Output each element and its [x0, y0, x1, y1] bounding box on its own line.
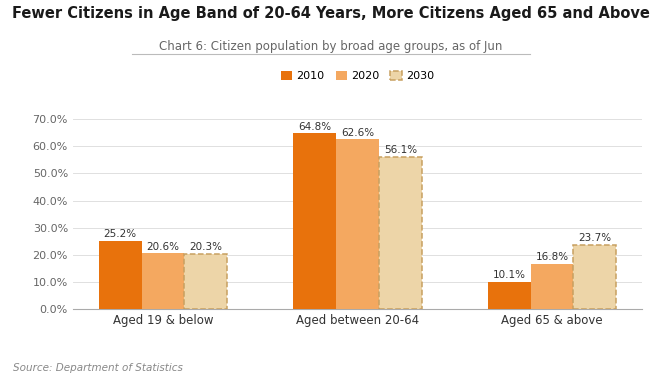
Text: 20.6%: 20.6%: [146, 242, 179, 251]
Bar: [99, 241, 142, 309]
Text: Chart 6: Citizen population by broad age groups, as of Jun: Chart 6: Citizen population by broad age…: [160, 40, 502, 52]
Bar: [184, 254, 227, 309]
Text: Source: Department of Statistics: Source: Department of Statistics: [13, 363, 183, 373]
Text: 16.8%: 16.8%: [536, 252, 569, 262]
Text: 10.1%: 10.1%: [493, 270, 526, 280]
Text: 23.7%: 23.7%: [579, 233, 612, 243]
Bar: [531, 264, 573, 309]
Legend: 2010, 2020, 2030: 2010, 2020, 2030: [276, 66, 439, 86]
Text: Fewer Citizens in Age Band of 20-64 Years, More Citizens Aged 65 and Above: Fewer Citizens in Age Band of 20-64 Year…: [12, 6, 650, 21]
Bar: [336, 139, 379, 309]
Text: 64.8%: 64.8%: [298, 122, 331, 132]
Text: 56.1%: 56.1%: [384, 145, 417, 155]
Text: 62.6%: 62.6%: [341, 127, 374, 138]
Bar: [142, 253, 184, 309]
Bar: [293, 133, 336, 309]
Bar: [488, 282, 531, 309]
Text: 25.2%: 25.2%: [103, 229, 136, 239]
Bar: [573, 245, 616, 309]
Text: 20.3%: 20.3%: [189, 242, 222, 253]
Bar: [379, 157, 422, 309]
